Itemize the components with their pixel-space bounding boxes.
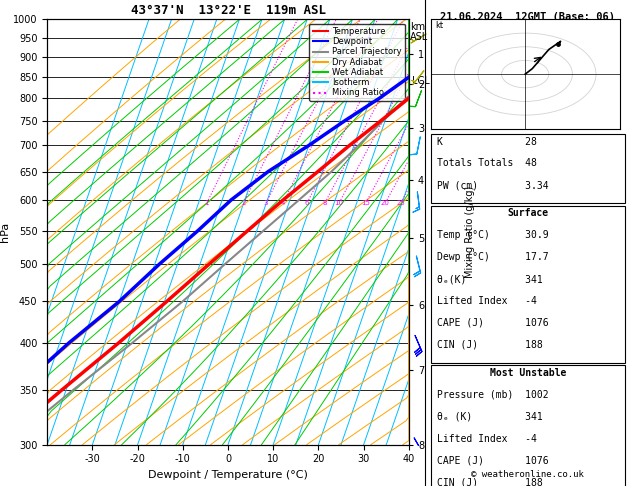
Text: θₑ(K)          341: θₑ(K) 341 (437, 274, 542, 284)
Text: 15: 15 (362, 200, 370, 206)
Text: CIN (J)        188: CIN (J) 188 (437, 340, 542, 350)
Text: CAPE (J)       1076: CAPE (J) 1076 (437, 455, 548, 466)
Bar (430, 206, 625, 363)
Text: 4: 4 (281, 200, 285, 206)
Text: 10: 10 (335, 200, 343, 206)
Text: Most Unstable: Most Unstable (489, 368, 566, 378)
Text: 8: 8 (323, 200, 327, 206)
Text: 3: 3 (264, 200, 269, 206)
Text: CIN (J)        188: CIN (J) 188 (437, 477, 542, 486)
Text: Totals Totals  48: Totals Totals 48 (437, 158, 537, 169)
Text: 20: 20 (381, 200, 390, 206)
Text: Dewp (°C)      17.7: Dewp (°C) 17.7 (437, 252, 548, 262)
Y-axis label: hPa: hPa (0, 222, 10, 242)
Text: 21.06.2024  12GMT (Base: 06): 21.06.2024 12GMT (Base: 06) (440, 12, 615, 22)
Text: Lifted Index   -4: Lifted Index -4 (437, 296, 537, 306)
Text: CAPE (J)       1076: CAPE (J) 1076 (437, 318, 548, 328)
Text: km: km (410, 22, 425, 32)
Title: 43°37'N  13°22'E  119m ASL: 43°37'N 13°22'E 119m ASL (130, 4, 326, 17)
Text: PW (cm)        3.34: PW (cm) 3.34 (437, 180, 548, 191)
Bar (430, 365, 625, 486)
Bar (430, 134, 625, 203)
Text: Pressure (mb)  1002: Pressure (mb) 1002 (437, 390, 548, 400)
Text: Lifted Index   -4: Lifted Index -4 (437, 434, 537, 444)
Text: © weatheronline.co.uk: © weatheronline.co.uk (471, 469, 584, 479)
Text: K              28: K 28 (437, 137, 537, 147)
Text: 6: 6 (305, 200, 309, 206)
Text: 25: 25 (396, 200, 405, 206)
Text: kt: kt (435, 20, 443, 30)
Text: Surface: Surface (507, 208, 548, 219)
Text: θₑ (K)         341: θₑ (K) 341 (437, 412, 542, 422)
Text: ASL: ASL (410, 32, 428, 42)
X-axis label: Dewpoint / Temperature (°C): Dewpoint / Temperature (°C) (148, 470, 308, 480)
Text: Mixing Ratio (g/kg): Mixing Ratio (g/kg) (465, 186, 476, 278)
Text: 1: 1 (204, 200, 209, 206)
Text: 2: 2 (242, 200, 246, 206)
Text: Temp (°C)      30.9: Temp (°C) 30.9 (437, 230, 548, 241)
Text: LCL: LCL (413, 76, 430, 86)
Legend: Temperature, Dewpoint, Parcel Trajectory, Dry Adiabat, Wet Adiabat, Isotherm, Mi: Temperature, Dewpoint, Parcel Trajectory… (309, 24, 404, 101)
